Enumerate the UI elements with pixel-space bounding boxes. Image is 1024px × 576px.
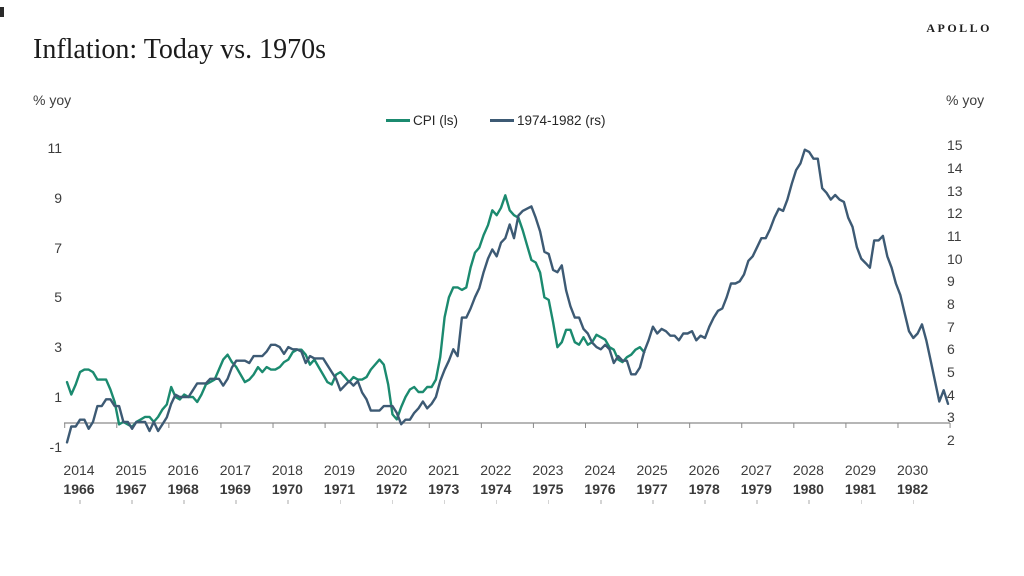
year-label-top: 2022 <box>480 462 512 478</box>
left-tick-label: 1 <box>54 389 62 405</box>
year-label-bottom: 1978 <box>688 481 720 497</box>
year-label-top: 2026 <box>688 462 720 478</box>
year-label-top: 2016 <box>167 462 199 478</box>
legend: CPI (ls) 1974-1982 (rs) <box>386 113 606 128</box>
left-tick-label: 7 <box>54 239 62 256</box>
right-tick-label: 4 <box>947 386 955 403</box>
sub-axis-tick <box>287 500 289 504</box>
left-tick-label: -1 <box>49 438 62 455</box>
year-label-bottom: 1975 <box>532 481 564 497</box>
right-tick-label: 15 <box>947 137 963 154</box>
sub-axis-tick <box>443 500 446 504</box>
year-label-bottom: 1972 <box>376 481 408 497</box>
legend-item-cpi: CPI (ls) <box>386 113 458 128</box>
year-label-top: 2030 <box>897 462 929 478</box>
year-label-bottom: 1977 <box>636 481 668 497</box>
sub-axis-tick <box>339 500 341 504</box>
apollo-logo: APOLLO <box>926 21 992 35</box>
sub-axis-tick <box>79 500 81 504</box>
year-label-top: 2018 <box>271 462 303 478</box>
sub-axis-tick <box>756 500 758 504</box>
sub-axis-tick <box>131 500 133 504</box>
year-label-top: 2028 <box>792 462 824 478</box>
left-tick-label: 3 <box>54 339 62 356</box>
left-axis-unit: % yoy <box>33 92 72 108</box>
right-tick-label: 3 <box>947 409 955 426</box>
year-label-bottom: 1979 <box>740 481 772 497</box>
right-tick-label: 6 <box>947 341 955 358</box>
year-label-top: 2025 <box>636 462 668 478</box>
sub-axis-tick <box>183 500 185 504</box>
right-tick-label: 11 <box>947 227 962 244</box>
left-tick-label: 5 <box>54 289 62 306</box>
sub-axis-tick <box>860 500 862 504</box>
year-label-bottom: 1968 <box>167 481 199 497</box>
cpi-line <box>65 194 646 429</box>
year-label-top: 2017 <box>219 462 251 478</box>
right-tick-label: 5 <box>947 364 955 381</box>
sub-axis-tick <box>600 500 602 504</box>
year-label-bottom: 1970 <box>271 481 303 497</box>
year-label-bottom: 1973 <box>428 481 460 497</box>
year-label-bottom: 1982 <box>897 481 929 497</box>
year-label-bottom: 1981 <box>844 481 877 497</box>
sub-axis-tick <box>391 500 394 504</box>
legend-label-cpi: CPI (ls) <box>413 113 458 128</box>
right-tick-label: 12 <box>947 205 963 222</box>
year-label-top: 2024 <box>584 462 616 478</box>
legend-item-1974-1982: 1974-1982 (rs) <box>490 113 606 128</box>
screen-edge-artifact <box>0 7 4 17</box>
year-label-bottom: 1980 <box>792 481 824 497</box>
year-label-top: 2020 <box>376 462 408 478</box>
sub-axis-tick <box>652 500 654 504</box>
right-tick-label: 13 <box>947 182 963 199</box>
year-label-bottom: 1976 <box>584 481 616 497</box>
left-tick-label: 9 <box>54 189 62 206</box>
sub-axis-tick <box>495 500 498 504</box>
right-tick-label: 9 <box>947 273 955 290</box>
year-label-top: 2021 <box>428 462 460 478</box>
year-label-bottom: 1966 <box>63 481 95 497</box>
right-axis-unit: % yoy <box>946 92 985 108</box>
left-tick-label: 11 <box>47 140 62 156</box>
year-label-top: 2015 <box>115 462 147 478</box>
right-tick-label: 10 <box>947 250 963 267</box>
cpi-line-swatch <box>386 119 410 122</box>
sub-axis-tick <box>235 500 237 504</box>
sub-axis-tick <box>547 500 550 504</box>
right-tick-label: 7 <box>947 318 955 335</box>
chart-title: Inflation: Today vs. 1970s <box>33 34 327 65</box>
right-tick-label: 8 <box>947 295 955 312</box>
year-label-top: 2014 <box>63 462 95 478</box>
seventies-line-swatch <box>490 119 514 122</box>
year-label-top: 2023 <box>532 462 564 478</box>
year-label-top: 2027 <box>740 462 772 478</box>
year-label-bottom: 1969 <box>219 481 251 497</box>
right-tick-label: 2 <box>947 432 955 449</box>
sub-axis-tick <box>912 500 915 504</box>
sub-axis-tick <box>704 500 706 504</box>
legend-label-1974-1982: 1974-1982 (rs) <box>517 113 606 128</box>
year-label-bottom: 1971 <box>323 481 356 497</box>
sub-axis-tick <box>808 500 810 504</box>
year-label-top: 2019 <box>323 462 356 478</box>
year-label-bottom: 1967 <box>115 481 147 497</box>
seventies-line <box>65 148 950 444</box>
year-label-top: 2029 <box>844 462 877 478</box>
right-tick-label: 14 <box>947 159 963 176</box>
year-label-bottom: 1974 <box>480 481 512 497</box>
